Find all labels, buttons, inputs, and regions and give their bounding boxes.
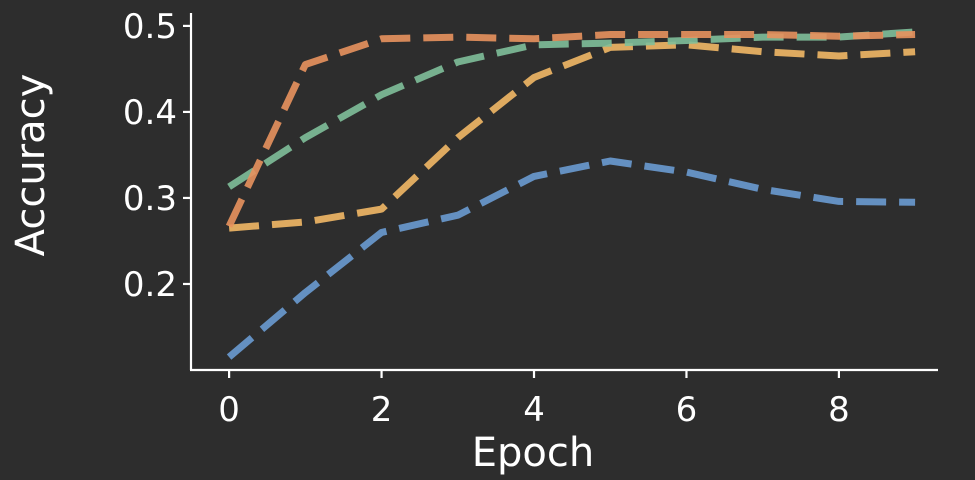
- series-line-2: [228, 41, 916, 232]
- y-tick-label: 0.3: [123, 179, 177, 219]
- series-line-3: [227, 28, 916, 190]
- x-axis-label: Epoch: [472, 430, 594, 476]
- x-ticks: 0 2 4 6 8: [218, 370, 850, 430]
- x-tick-label: 8: [828, 390, 850, 430]
- y-tick-label: 0.2: [123, 265, 177, 305]
- series-layer: [225, 28, 916, 360]
- x-tick-label: 0: [218, 390, 240, 430]
- series-line-1: [226, 157, 916, 360]
- series-line-4: [225, 31, 916, 228]
- x-tick-label: 2: [371, 390, 393, 430]
- x-tick-label: 6: [676, 390, 698, 430]
- x-tick-label: 4: [523, 390, 545, 430]
- y-tick-label: 0.5: [123, 7, 177, 47]
- y-axis-label: Accuracy: [8, 74, 54, 257]
- y-ticks: 0.2 0.3 0.4 0.5: [123, 7, 191, 305]
- y-tick-label: 0.4: [123, 93, 177, 133]
